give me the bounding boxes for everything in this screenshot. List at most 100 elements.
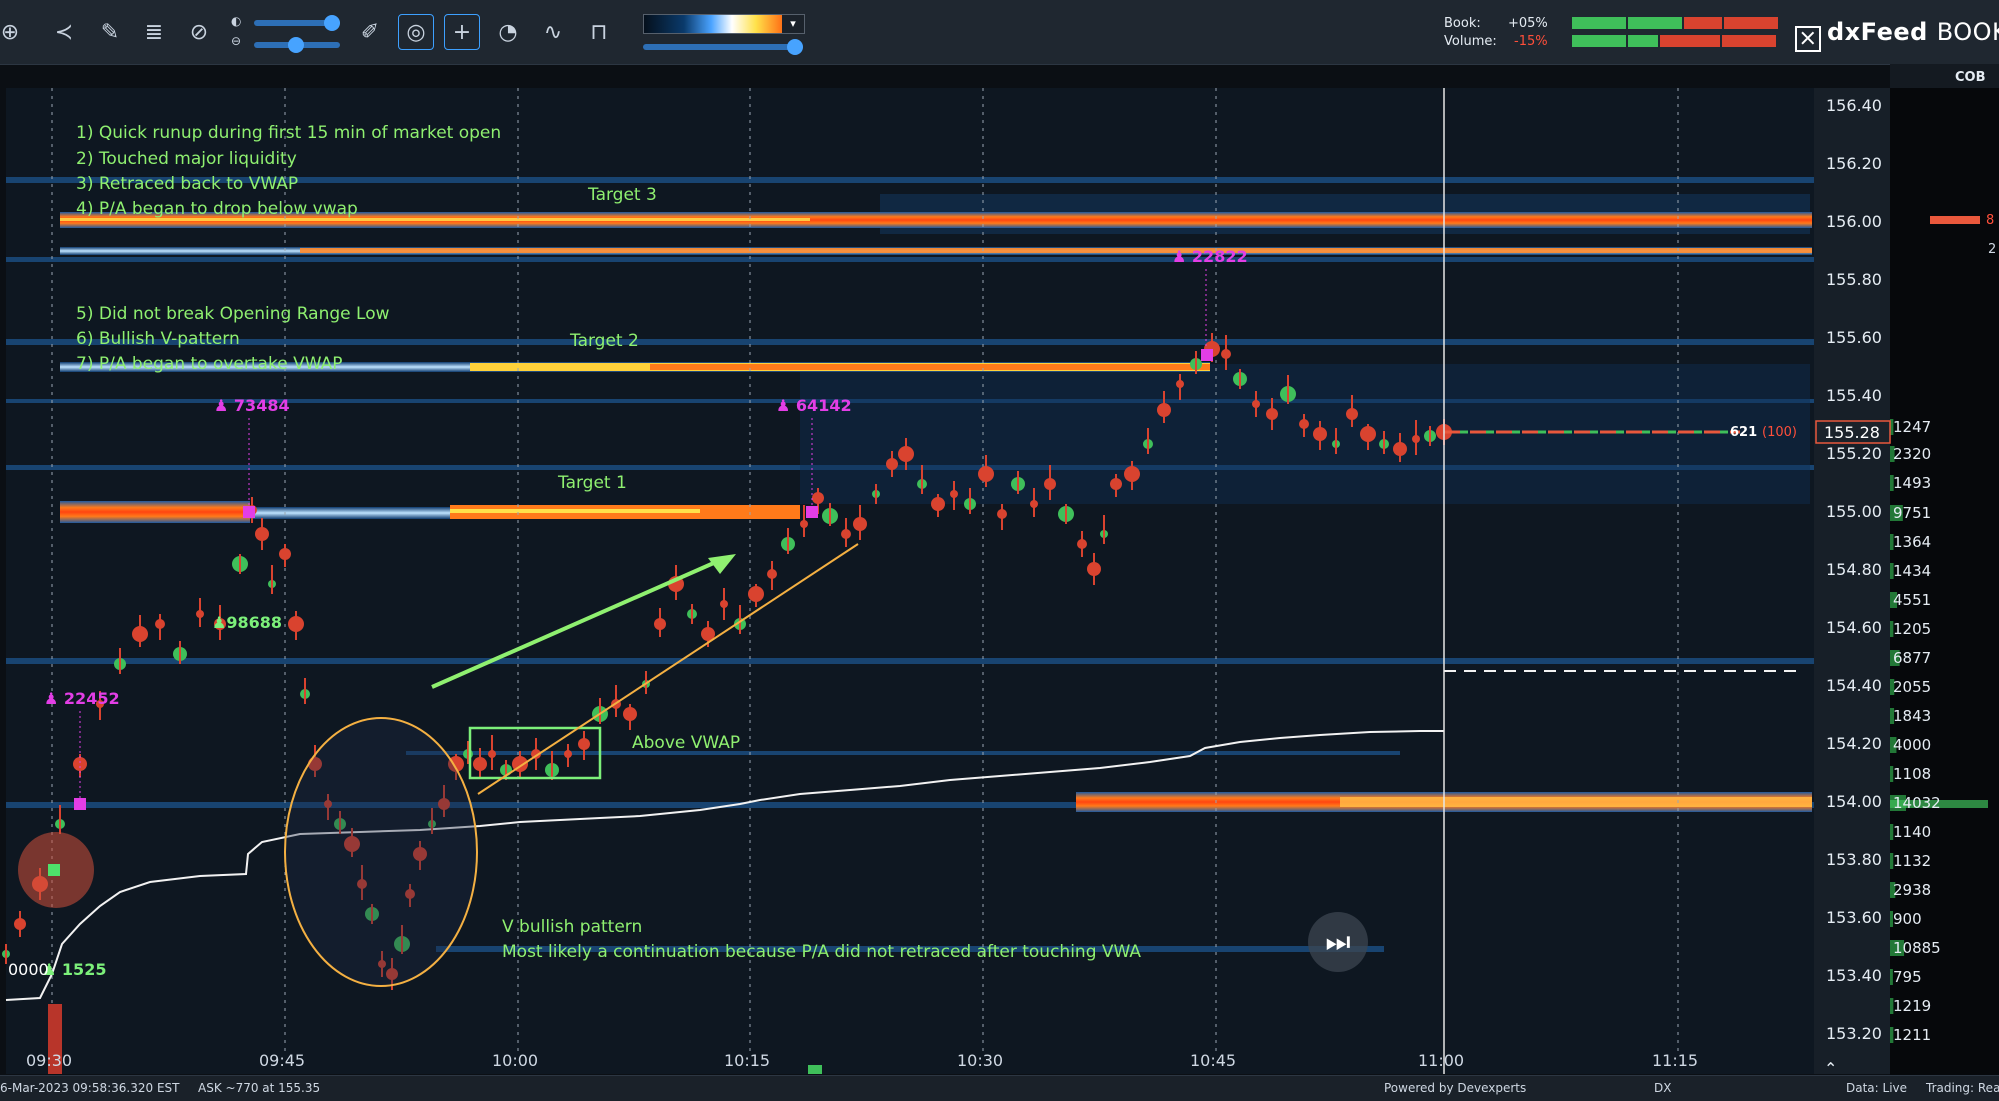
time-label: 10:15 <box>724 1051 770 1070</box>
chat-bubble-icon[interactable]: ◎ <box>398 14 434 50</box>
cob-marker-small-label: 2 <box>1988 242 1996 257</box>
volume-meter <box>1572 35 1776 47</box>
v-pattern-circle <box>284 717 478 987</box>
cob-volume-bar <box>1890 737 1897 753</box>
target-1-label: Target 1 <box>557 473 627 493</box>
note-3: 3) Retraced back to VWAP <box>76 174 298 194</box>
cob-volume-bar <box>1890 592 1898 608</box>
cob-volume-bar <box>1890 969 1893 985</box>
trade-marker-icon: ♟ <box>212 613 226 632</box>
cob-volume-bar <box>1890 911 1893 927</box>
cob-volume-label: 1132 <box>1893 852 1931 870</box>
time-label: 10:30 <box>957 1051 1003 1070</box>
price-label: 153.40 <box>1826 966 1882 985</box>
cob-volume-bar <box>1890 475 1894 491</box>
replay-play-button[interactable]: ⏭ <box>1308 912 1368 972</box>
status-trading[interactable]: Trading: Rea <box>1926 1081 1999 1095</box>
trade-marker-icon: ♟ <box>44 689 58 708</box>
indicator-icon[interactable]: ∿ <box>543 19 563 45</box>
volume-bar <box>48 1004 62 1074</box>
cob-volume-label: 2055 <box>1893 678 1931 696</box>
liquidity-band-faint <box>6 802 1814 808</box>
skip-forward-icon: ⏭ <box>1325 925 1351 958</box>
trend-arrow-line <box>431 560 717 689</box>
cob-volume-label: 1247 <box>1893 418 1931 436</box>
liquidity-band-faint <box>6 465 1814 470</box>
continuation-label: Most likely a continuation because P/A d… <box>502 942 1141 962</box>
cob-volume-label: 1434 <box>1893 562 1931 580</box>
cob-volume-bar <box>1890 824 1894 840</box>
brand-name: dxFeed <box>1827 18 1928 46</box>
target-icon[interactable]: ⊕ <box>0 19 20 45</box>
cob-volume-bar <box>1890 419 1894 435</box>
contrast-slider[interactable] <box>254 37 340 53</box>
cob-volume-bar <box>1890 563 1894 579</box>
cob-volume-label: 1211 <box>1893 1026 1931 1044</box>
cob-volume-bar <box>1890 998 1894 1014</box>
link-icon[interactable]: ⊘ <box>189 19 209 45</box>
lock-icon[interactable]: ⊓ <box>590 19 608 45</box>
pencil-icon[interactable]: ✐ <box>360 19 380 45</box>
price-label: 154.00 <box>1826 792 1882 811</box>
cob-volume-bar <box>1890 1027 1894 1043</box>
heatmap-chart[interactable]: COB 621 (100) 155.28 8 2 1) Quick runup … <box>0 64 1999 1078</box>
time-label: 10:00 <box>492 1051 538 1070</box>
dxfeed-logo-icon: ⨉ <box>1795 26 1821 52</box>
book-meter <box>1572 17 1778 29</box>
status-data: Data: Live <box>1846 1081 1908 1095</box>
layers-icon[interactable]: ≣ <box>144 19 164 45</box>
brightness-slider[interactable] <box>254 15 340 31</box>
opening-marker <box>48 864 60 876</box>
marker-0000: 0000 <box>8 960 49 979</box>
cob-volume-bar <box>1890 505 1903 521</box>
note-2: 2) Touched major liquidity <box>76 149 297 169</box>
cob-volume-bar <box>1890 853 1894 869</box>
status-datetime: 6-Mar-2023 09:58:36.320 EST <box>0 1081 180 1095</box>
price-label: 153.20 <box>1826 1024 1882 1043</box>
note-7: 7) P/A began to overtake VWAP <box>76 354 342 374</box>
cob-volume-bar <box>1890 940 1905 956</box>
liquidity-band-faint <box>6 177 1814 183</box>
price-axis-background <box>1814 88 1890 1074</box>
crosshair-icon[interactable]: + <box>444 14 480 50</box>
vwap-line <box>5 730 1444 1001</box>
cob-volume-label: 9751 <box>1893 504 1931 522</box>
marker-64142: ♟ 64142 <box>776 396 852 415</box>
chevron-down-icon: ▾ <box>782 15 804 33</box>
cob-marker-top <box>1930 216 1980 224</box>
volume-value: -15% <box>1514 34 1548 49</box>
above-vwap-box <box>468 726 602 780</box>
cob-marker-top-label: 8 <box>1986 213 1994 228</box>
liquidity-band-faint <box>6 658 1814 664</box>
liquidity-band-faint <box>436 946 1384 952</box>
cob-volume-bar <box>1890 621 1894 637</box>
liquidity-band-target-1 <box>60 501 250 523</box>
time-label: 09:30 <box>26 1051 72 1070</box>
marker-22452: ♟ 22452 <box>44 689 120 708</box>
palette-range-slider[interactable] <box>643 39 803 55</box>
brush-icon[interactable]: ✎ <box>100 19 120 45</box>
price-label: 155.60 <box>1826 328 1882 347</box>
cob-volume-label: 900 <box>1893 910 1922 928</box>
cob-volume-label: 10885 <box>1893 939 1941 957</box>
price-label: 154.20 <box>1826 734 1882 753</box>
cob-volume-bar <box>1890 882 1896 898</box>
trend-arrow-head <box>708 554 736 574</box>
support-trendline <box>477 543 859 795</box>
share-icon[interactable]: ≺ <box>54 19 74 45</box>
cob-volume-label: 4551 <box>1893 591 1931 609</box>
trade-marker-icon: ♟ <box>776 396 790 415</box>
liquidity-band-faint <box>6 339 1814 345</box>
price-label: 155.00 <box>1826 502 1882 521</box>
heatmap-palette-select[interactable]: ▾ <box>643 14 805 34</box>
liquidity-band-target-3 <box>60 212 1812 228</box>
price-label: 155.20 <box>1826 444 1882 463</box>
marker-22822: ♟ 22822 <box>1172 247 1248 266</box>
time-axis-labels: 09:30 09:45 10:00 10:15 10:30 10:45 11:00 11:15 <box>26 1051 1698 1070</box>
liquidity-band-faint <box>406 751 1400 755</box>
target-2-label: Target 2 <box>569 331 639 351</box>
price-label: 154.40 <box>1826 676 1882 695</box>
note-1: 1) Quick runup during first 15 min of ma… <box>76 123 501 143</box>
stopwatch-icon[interactable]: ◔ <box>498 19 518 45</box>
cob-volume-bar <box>1890 650 1900 666</box>
